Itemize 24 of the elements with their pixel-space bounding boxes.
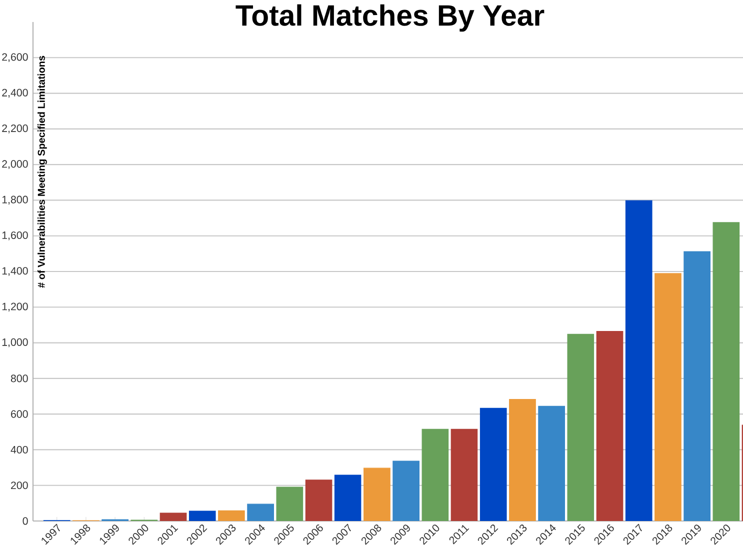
- y-tick-label: 1,800: [2, 196, 28, 205]
- bar: [625, 200, 652, 521]
- y-tick-label: 2,200: [2, 124, 28, 134]
- y-tick-label: 2,600: [2, 53, 28, 62]
- bar: [392, 460, 420, 521]
- y-axis-title: # of Vulnerabilities Meeting Specified Limitations: [38, 56, 47, 288]
- bar: [364, 468, 390, 521]
- y-tick-label: 400: [10, 446, 28, 454]
- y-tick-label: 1,200: [2, 302, 28, 312]
- y-tick-label: 2,400: [2, 88, 28, 98]
- bar: [160, 512, 187, 521]
- y-tick-label: 1,600: [2, 231, 28, 240]
- y-tick-label: 200: [11, 482, 28, 490]
- bar: [247, 504, 274, 521]
- chart-title: Total Matches By Year: [236, 4, 544, 32]
- y-tick-label: 1,000: [2, 338, 28, 348]
- y-tick-label: 600: [11, 410, 28, 418]
- bar: [509, 398, 536, 521]
- bar: [596, 331, 624, 521]
- y-tick-label: 1,400: [2, 267, 28, 276]
- y-tick-label: 0: [22, 517, 28, 525]
- y-tick-label: 2,000: [2, 160, 28, 169]
- y-tick-label: 800: [10, 374, 28, 382]
- bar: [276, 486, 304, 521]
